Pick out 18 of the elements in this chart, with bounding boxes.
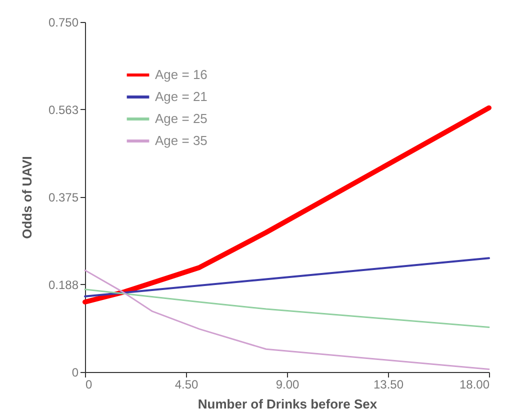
x-tick-label: 18.00: [459, 378, 490, 392]
y-tick-label: 0.375: [48, 190, 79, 204]
legend-label: Age = 35: [155, 133, 208, 148]
y-tick-label: 0.188: [48, 278, 79, 292]
y-tick-label: 0.563: [48, 102, 79, 117]
line-series: [84, 288, 490, 328]
y-tick-label: 0.750: [48, 16, 79, 30]
legend-label: Age = 16: [155, 67, 208, 82]
x-tick-label: 4.50: [174, 378, 198, 392]
legend-label: Age = 21: [155, 89, 208, 104]
x-axis-title: Number of Drinks before Sex: [198, 396, 378, 412]
y-axis-title: Odds of UAVI: [19, 156, 34, 239]
x-tick-label: 9.00: [276, 378, 300, 392]
legend-label: Age = 25: [155, 111, 208, 126]
line-series: [84, 270, 490, 370]
y-tick-label: 0: [72, 366, 79, 380]
x-tick-label: 13.50: [373, 378, 404, 392]
x-tick-label: 0: [86, 378, 92, 392]
